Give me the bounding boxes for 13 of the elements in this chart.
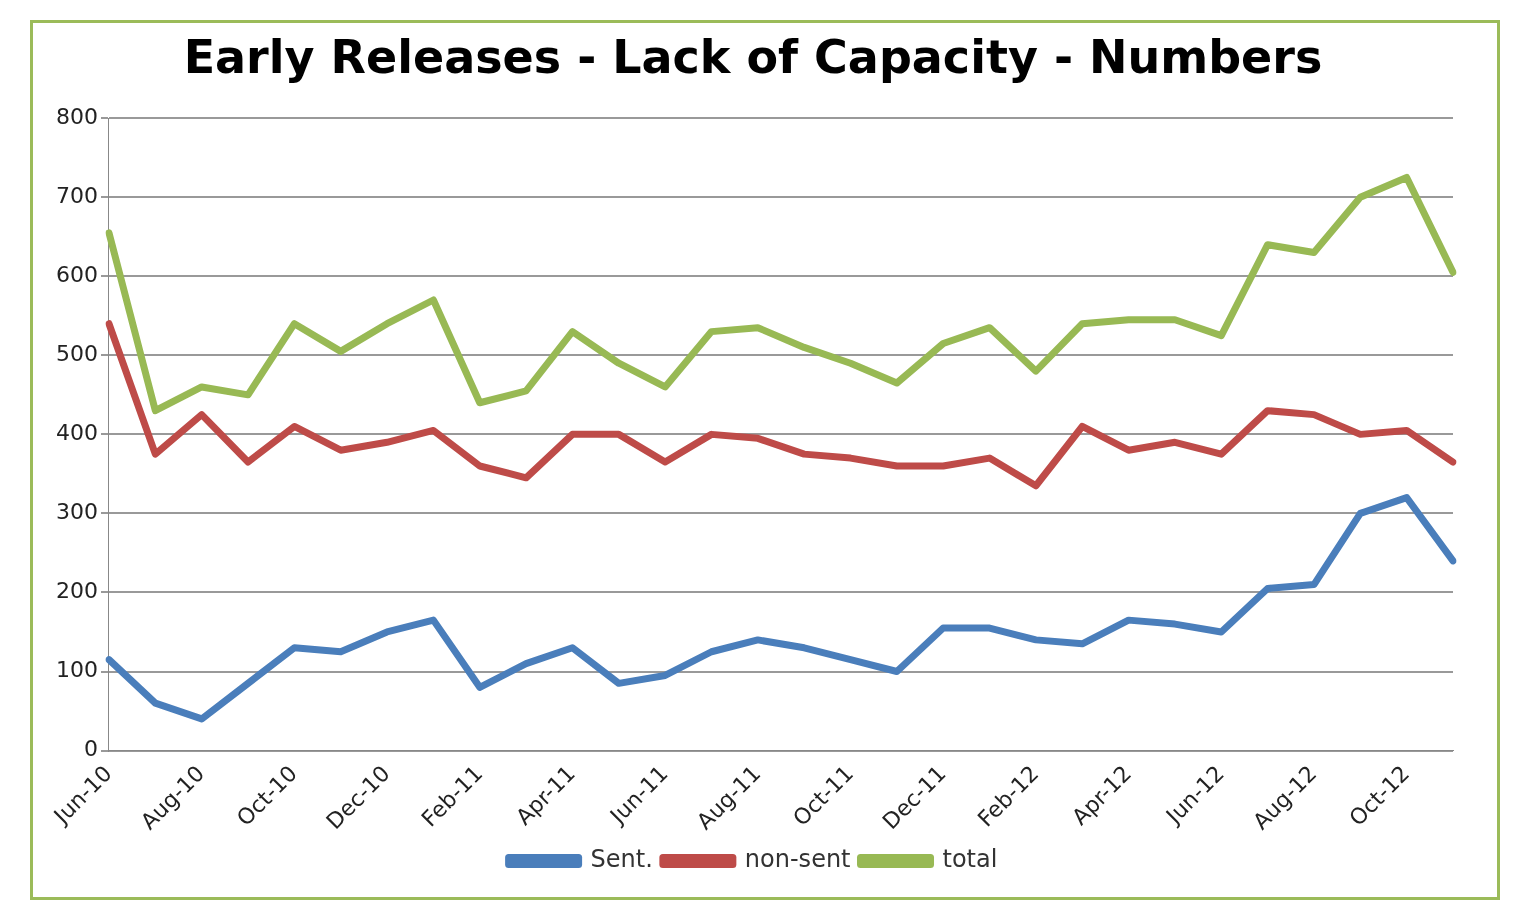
- y-tick-label: 600: [55, 262, 98, 288]
- y-tick-label: 300: [55, 499, 98, 525]
- y-tick-label: 100: [55, 657, 98, 683]
- y-tick-label: 700: [55, 182, 98, 208]
- legend-label: non-sent: [744, 845, 851, 874]
- legend-label: total: [942, 845, 998, 874]
- y-tick-label: 0: [83, 736, 98, 762]
- legend-label: Sent.: [590, 845, 653, 874]
- y-tick-label: 500: [55, 341, 98, 367]
- y-tick-label: 200: [55, 578, 98, 604]
- chart-title: Early Releases - Lack of Capacity - Numbers: [183, 29, 1323, 84]
- y-tick-label: 400: [55, 420, 98, 446]
- y-tick-label: 800: [55, 103, 98, 129]
